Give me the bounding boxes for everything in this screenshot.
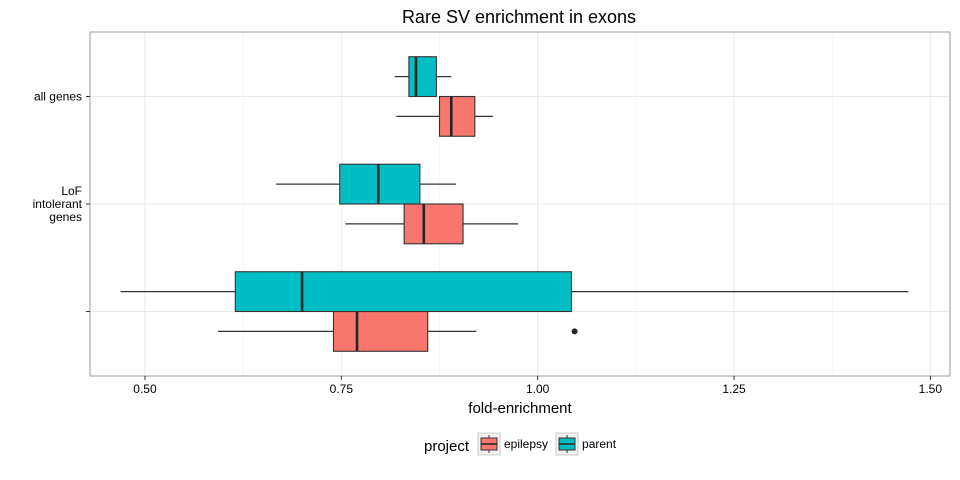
legend-item-epilepsy: epilepsy bbox=[477, 432, 548, 456]
box-parent bbox=[339, 163, 421, 205]
outlier-point bbox=[571, 328, 578, 335]
box-parent bbox=[234, 271, 572, 313]
legend-items: epilepsy parent bbox=[477, 432, 617, 456]
x-tick-label: 0.75 bbox=[330, 382, 354, 396]
x-tick-label: 1.50 bbox=[919, 382, 943, 396]
x-axis-title: fold-enrichment bbox=[468, 400, 572, 417]
box-parent bbox=[408, 56, 437, 98]
x-tick-label: 1.25 bbox=[722, 382, 746, 396]
legend-item-parent: parent bbox=[555, 432, 617, 456]
legend-label-epilepsy: epilepsy bbox=[504, 437, 548, 451]
legend-title: project bbox=[424, 438, 470, 455]
legend: project epilepsy parent bbox=[424, 432, 617, 456]
box-epilepsy bbox=[332, 310, 429, 352]
x-tick-label: 0.50 bbox=[133, 382, 157, 396]
plot-area bbox=[86, 31, 951, 380]
chart-title: Rare SV enrichment in exons bbox=[402, 7, 636, 27]
box-epilepsy bbox=[403, 203, 464, 245]
legend-label-parent: parent bbox=[582, 437, 617, 451]
x-tick-label: 1.00 bbox=[526, 382, 550, 396]
box-epilepsy bbox=[438, 95, 476, 137]
y-tick-label: LoF intolerant genes bbox=[33, 184, 83, 224]
y-tick-label: all genes bbox=[34, 90, 82, 104]
